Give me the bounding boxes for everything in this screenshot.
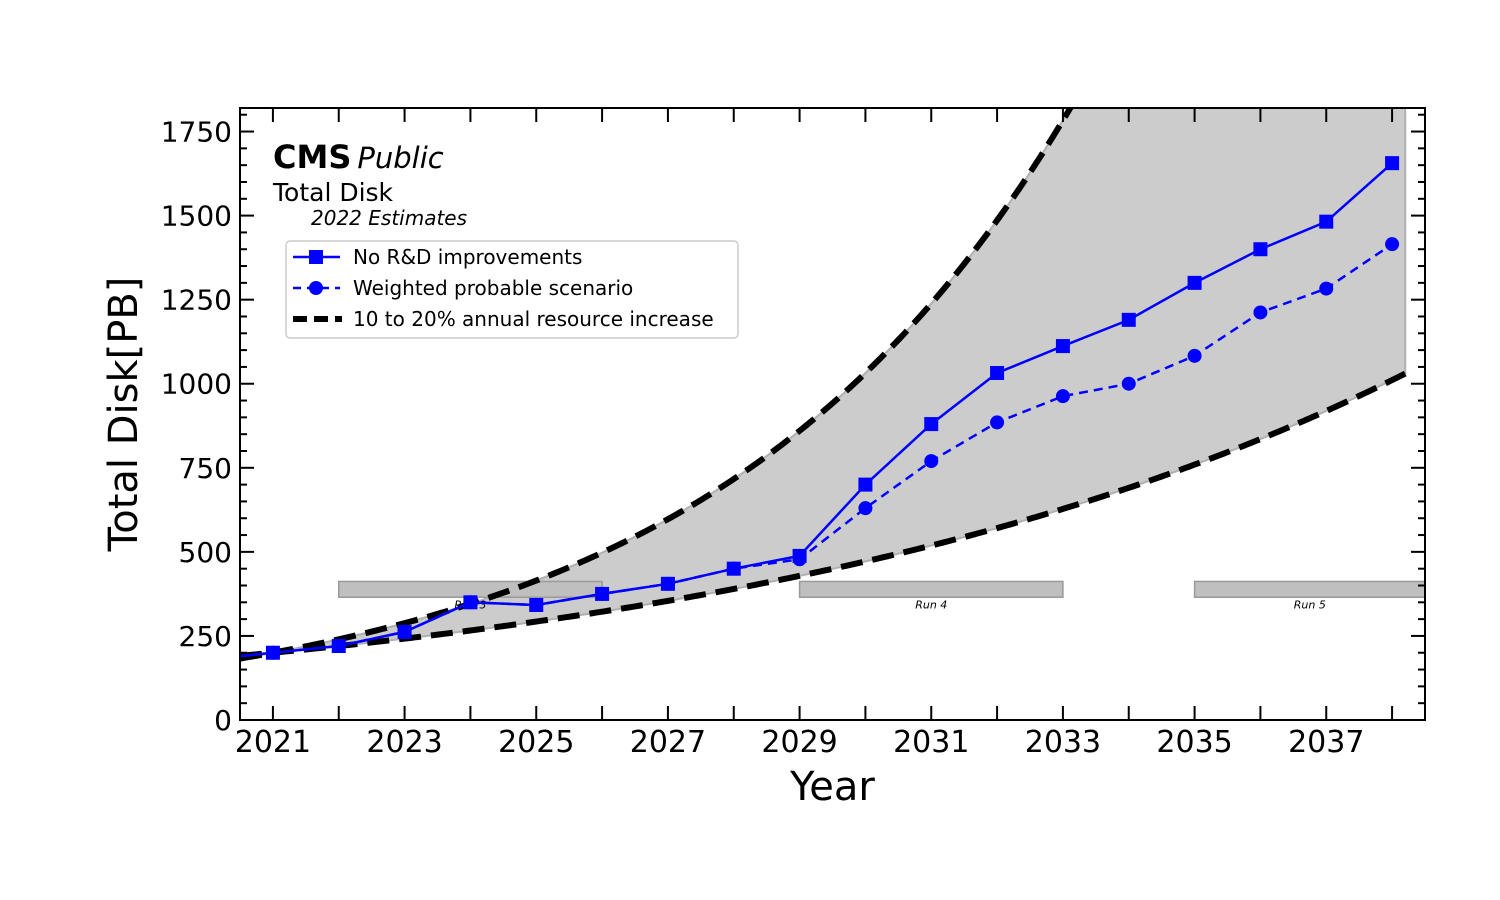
series-1-point-2022 xyxy=(331,639,346,654)
legend-box xyxy=(285,240,739,339)
run-bar-3 xyxy=(338,580,603,599)
band-lower-line xyxy=(240,370,1407,659)
run-label-5: Run 5 xyxy=(1294,598,1326,611)
run-bar-4 xyxy=(798,580,1064,599)
series-1-point-2032 xyxy=(990,415,1005,430)
band-upper-line xyxy=(240,108,1074,662)
y-tick-label-1750: 1750 xyxy=(161,116,232,149)
series-1-point-2021 xyxy=(265,645,280,660)
series-0-point-2038 xyxy=(1385,156,1400,171)
chart-subsubtitle: 2022 Estimates xyxy=(311,206,467,230)
run-label-4: Run 4 xyxy=(915,598,947,611)
y-tick-label-1250: 1250 xyxy=(161,284,232,317)
series-1-point-2027 xyxy=(660,576,675,591)
series-1-point-2035 xyxy=(1187,348,1202,363)
series-1-point-2023 xyxy=(397,624,412,639)
series-1-point-2033 xyxy=(1055,389,1070,404)
x-tick-label-2033: 2033 xyxy=(1025,725,1101,760)
series-0-point-2033 xyxy=(1055,339,1070,354)
cms-title-bold: CMS xyxy=(273,138,351,176)
series-1-point-2030 xyxy=(858,501,873,516)
series-1-point-2038 xyxy=(1385,237,1400,252)
x-tick-label-2029: 2029 xyxy=(761,725,837,760)
legend-marker-1 xyxy=(309,281,323,295)
series-0-point-2037 xyxy=(1319,214,1334,229)
y-tick-label-0: 0 xyxy=(214,704,232,737)
series-0-point-2035 xyxy=(1187,275,1202,290)
run-bar-5 xyxy=(1193,580,1425,599)
y-tick-label-1500: 1500 xyxy=(161,200,232,233)
x-tick-label-2027: 2027 xyxy=(630,725,706,760)
x-axis-label: Year xyxy=(789,764,875,810)
x-tick-label-2037: 2037 xyxy=(1288,725,1364,760)
cms-title: CMS Public xyxy=(273,138,444,176)
series-0-point-2030 xyxy=(858,477,873,492)
cms-title-italic: Public xyxy=(357,141,443,175)
series-1-point-2028 xyxy=(726,561,741,576)
legend: No R&D improvements Weighted probable sce… xyxy=(285,240,739,339)
series-0-point-2032 xyxy=(990,365,1005,380)
y-axis-label: Total Disk[PB] xyxy=(101,277,147,553)
y-tick-label-1000: 1000 xyxy=(161,368,232,401)
series-1-point-2029 xyxy=(792,552,807,567)
legend-label-0: No R&D improvements xyxy=(353,245,582,269)
series-1-point-2036 xyxy=(1253,305,1268,320)
series-1-point-2031 xyxy=(924,454,939,469)
x-tick-label-2031: 2031 xyxy=(893,725,969,760)
x-tick-label-2021: 2021 xyxy=(235,725,311,760)
legend-label-1: Weighted probable scenario xyxy=(353,276,633,300)
series-1-point-2024 xyxy=(463,595,478,610)
series-1-point-2034 xyxy=(1121,376,1136,391)
x-tick-label-2025: 2025 xyxy=(498,725,574,760)
series-0-point-2031 xyxy=(924,417,939,432)
legend-marker-0 xyxy=(309,250,323,264)
series-1-point-2026 xyxy=(595,586,610,601)
plot-frame xyxy=(239,107,1426,721)
series-0-point-2036 xyxy=(1253,242,1268,257)
legend-label-2: 10 to 20% annual resource increase xyxy=(353,307,714,331)
chart-subtitle: Total Disk xyxy=(272,178,394,207)
y-tick-label-500: 500 xyxy=(179,536,232,569)
x-tick-label-2023: 2023 xyxy=(366,725,442,760)
series-0-point-2034 xyxy=(1121,312,1136,327)
y-tick-label-750: 750 xyxy=(179,452,232,485)
y-tick-label-250: 250 xyxy=(179,620,232,653)
x-tick-label-2035: 2035 xyxy=(1156,725,1232,760)
series-1-point-2037 xyxy=(1319,281,1334,296)
series-1-point-2025 xyxy=(529,597,544,612)
